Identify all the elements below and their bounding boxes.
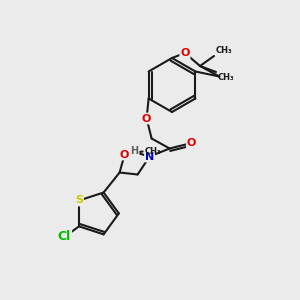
Text: O: O [120, 149, 129, 160]
Text: O: O [142, 113, 151, 124]
Text: O: O [180, 48, 190, 58]
Text: CH₃: CH₃ [218, 73, 235, 82]
Text: N: N [145, 152, 154, 161]
Text: Cl: Cl [58, 230, 71, 243]
Text: H: H [130, 146, 139, 157]
Text: S: S [75, 196, 83, 206]
Text: CH₃: CH₃ [145, 147, 161, 156]
Text: O: O [187, 139, 196, 148]
Text: CH₃: CH₃ [216, 46, 232, 55]
